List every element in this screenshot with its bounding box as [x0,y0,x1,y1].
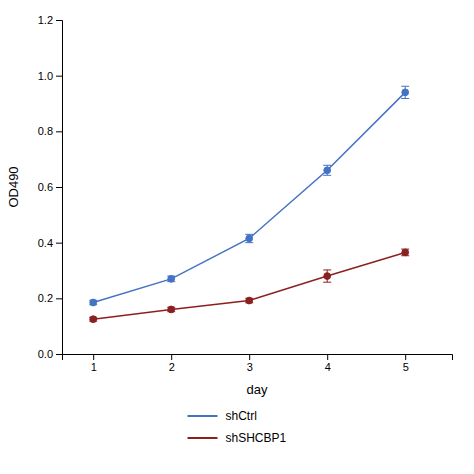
tick-label: 3 [247,361,253,373]
tick-mark [56,243,62,244]
tick-mark [93,354,94,360]
line [93,92,405,302]
series [89,249,409,323]
error-bar [323,270,331,282]
point [324,273,331,280]
tick-label: 1 [91,361,97,373]
tick-mark [249,354,250,360]
tick-mark [327,354,328,360]
axis-line [63,355,453,361]
tick-label: 5 [403,361,409,373]
line [93,252,405,319]
x-axis-title: day [247,382,268,397]
tick-label: 0.4 [38,237,53,249]
y-axis-title: OD490 [6,166,21,207]
tick-label: 0.0 [38,348,53,360]
tick-label: 4 [325,361,331,373]
tick-mark [56,354,62,355]
y-axis: 0.0 0.2 0.4 0.6 0.8 1.0 1.2 [38,14,63,360]
tick-label: 0.8 [38,125,53,137]
tick-label: 1.0 [38,70,53,82]
legend-swatch [188,415,218,417]
tick: 5 [403,354,409,373]
error-bar [167,276,175,282]
legend-item: shSHCBP1 [188,431,287,445]
chart: 1 2 3 4 5 0.0 0.2 0.4 0.6 0.8 1.0 1.2 day OD490 shCtrl… [0,0,474,474]
tick-mark [56,20,62,21]
point [168,275,175,282]
plot: 1 2 3 4 5 0.0 0.2 0.4 0.6 0.8 1.0 1.2 [38,14,453,373]
tick: 0.4 [38,237,62,249]
tick: 0.8 [38,125,62,137]
error-bar [401,86,409,98]
point [324,167,331,174]
tick: 2 [169,354,175,373]
error-bar [401,249,409,256]
point [246,297,253,304]
legend: shCtrl shSHCBP1 [188,409,287,445]
legend-swatch [188,437,218,439]
tick-label: 1.2 [38,14,53,26]
error-bar [323,165,331,175]
tick-mark [56,298,62,299]
tick-mark [405,354,406,360]
tick: 1.0 [38,70,62,82]
tick-label: 2 [169,361,175,373]
tick: 0.6 [38,181,62,193]
point [246,235,253,242]
legend-label: shCtrl [226,409,257,423]
tick-label: 0.2 [38,292,53,304]
series [89,86,409,306]
error-bar [245,234,253,242]
tick: 1.2 [38,14,62,26]
tick: 3 [247,354,253,373]
x-axis: 1 2 3 4 5 [63,354,453,373]
tick: 1 [91,354,97,373]
tick: 0.2 [38,292,62,304]
tick-mark [56,131,62,132]
tick: 0.0 [38,348,62,360]
point [90,316,97,323]
tick: 4 [325,354,331,373]
tick-mark [56,187,62,188]
legend-label: shSHCBP1 [226,431,287,445]
axis-line [56,21,63,355]
legend-item: shCtrl [188,409,257,423]
marks [89,86,409,322]
tick-label: 0.6 [38,181,53,193]
point [402,249,409,256]
tick-mark [171,354,172,360]
point [90,299,97,306]
point [402,89,409,96]
point [168,306,175,313]
tick-mark [56,76,62,77]
